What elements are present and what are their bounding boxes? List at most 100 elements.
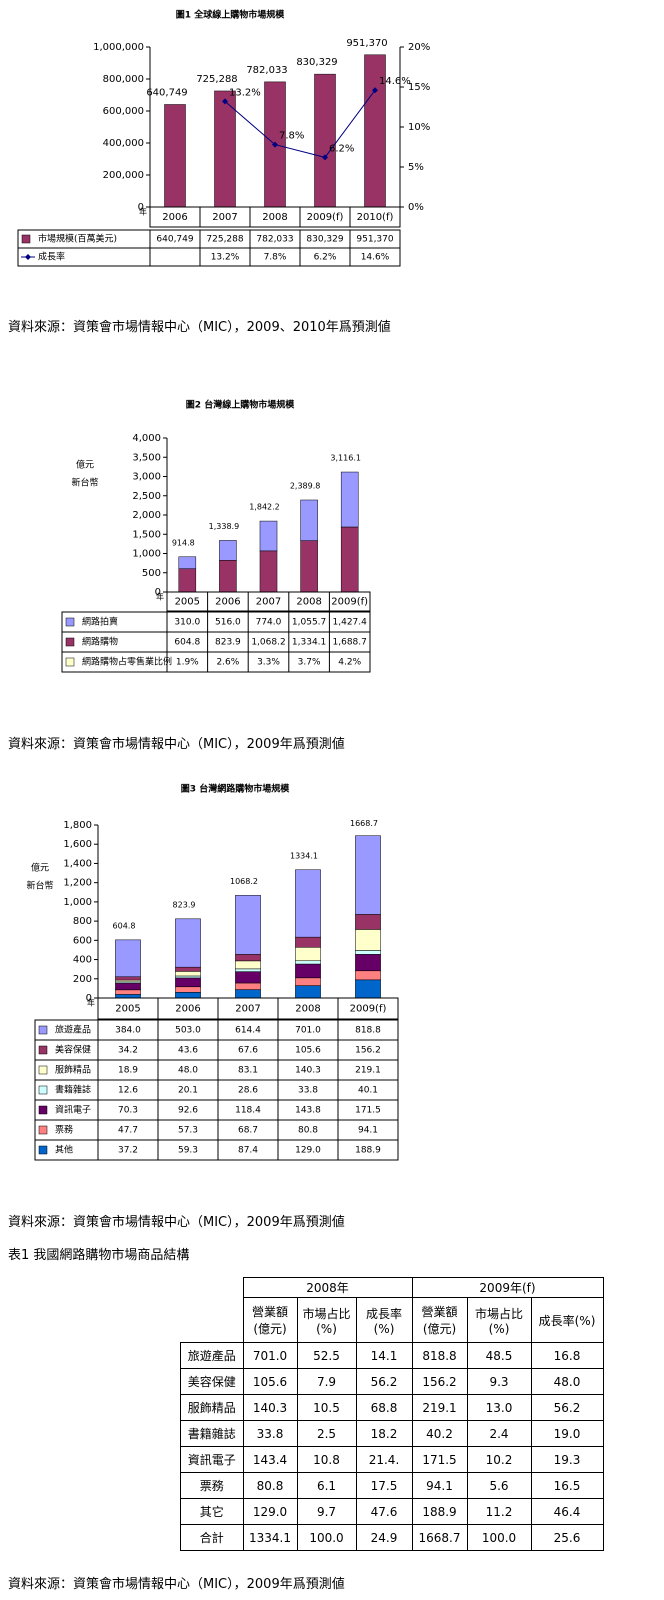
x-tick-label: 2006 [175,1004,200,1015]
column-header: 市場占比 (%) [466,1297,532,1343]
row-header: 服飾精品 [180,1394,244,1421]
table-value: 951,370 [356,235,393,245]
table-cell: 56.2 [530,1394,604,1421]
total-label: 1668.7 [350,819,378,828]
table-value: 13.2% [211,253,240,263]
table-value: 156.2 [355,1046,381,1056]
table-cell: 16.5 [530,1472,604,1499]
y-tick-label: 2,500 [132,491,161,502]
x-tick-label: 2008 [295,1004,320,1015]
y-tick-label: 800,000 [103,74,144,85]
table-value: 640,749 [156,235,193,245]
legend-swatch [38,1085,48,1095]
table-cell: 48.0 [530,1368,604,1395]
y-tick-label: 0 [155,587,161,598]
legend-label: 網路購物占零售業比例 [82,656,172,668]
table-row [17,247,401,267]
bar-segment [235,960,261,970]
table-value: 219.1 [355,1066,381,1076]
legend-swatch [38,1125,48,1135]
y-tick-label: 4,000 [132,433,161,444]
x-axis-label: 年 [87,998,95,1008]
table-cell: 13.0 [466,1394,532,1421]
table-value: 83.1 [238,1066,258,1076]
table-row [61,651,371,673]
table-cell: 68.8 [355,1394,413,1421]
table-cell: 2.4 [466,1420,532,1447]
total-label: 3,116.1 [330,454,361,463]
table-cell: 105.6 [242,1368,298,1395]
table-value: 18.9 [118,1066,138,1076]
bar-segment [295,960,321,965]
y2-tick-label: 0% [408,202,424,213]
table-cell: 188.9 [411,1498,468,1525]
y-tick-label: 600 [73,935,92,946]
table-value: 59.3 [178,1146,198,1156]
y-tick-label: 500 [142,568,161,579]
row-header: 旅遊產品 [180,1342,244,1369]
bar-segment [115,982,141,991]
table-row: 票務 80.8 6.1 17.5 94.1 5.6 16.5 [180,1472,604,1499]
data-label: 14.6% [379,76,411,87]
table-value: 818.8 [355,1026,381,1036]
table-value: 823.9 [215,638,241,648]
x-tick-label: 2009(f) [331,597,368,608]
legend-label: 其他 [55,1144,73,1156]
table-value: 80.8 [298,1126,318,1136]
bar-segment [295,985,321,999]
table-value: 12.6 [118,1086,138,1096]
group-header: 2009年(f) [411,1277,604,1298]
table-cell: 6.1 [296,1472,357,1499]
x-tick-label: 2009(f) [307,212,344,223]
bar-segment [235,989,261,999]
x-tick-label: 2010(f) [357,212,394,223]
data-label: 640,749 [146,87,187,98]
bar-segment [355,835,381,915]
table-value: 48.0 [178,1066,198,1076]
y-tick-label: 1,600 [63,839,92,850]
bar-segment [178,556,197,569]
group-row: 2008年 2009年(f) [180,1277,604,1343]
bar-segment [259,520,278,552]
legend-label: 網路購物 [82,636,118,648]
table-cell: 100.0 [466,1524,532,1551]
bar-segment [295,936,321,948]
table-value: 6.2% [314,253,337,263]
table-cell: 219.1 [411,1394,468,1421]
table-cell: 16.8 [530,1342,604,1369]
legend-swatch [38,1025,48,1035]
table-cell: 33.8 [242,1420,298,1447]
source-note: 資料來源：資策會市場情報中心（MIC），2009年爲預測値 [8,1577,345,1592]
total-label: 1334.1 [290,851,318,860]
table-value: 92.6 [178,1106,198,1116]
bar-segment [340,526,359,593]
line-marker [222,98,228,105]
table-cell: 818.8 [411,1342,468,1369]
line-marker [372,87,378,94]
table-cell: 48.5 [466,1342,532,1369]
bar-segment [235,954,261,962]
table-cell: 21.4. [355,1446,413,1473]
table-value: 1.9% [176,658,199,668]
bar [164,104,186,208]
y-tick-label: 1,800 [63,820,92,831]
legend-label: 旅遊產品 [55,1024,91,1036]
table-value: 129.0 [295,1146,321,1156]
bar-segment [259,550,278,593]
y-tick-label: 400 [73,955,92,966]
legend-label: 市場規模(百萬美元) [38,233,117,245]
table-row: 服飾精品 140.3 10.5 68.8 219.1 13.0 56.2 [180,1394,604,1421]
table-cell: 19.3 [530,1446,604,1473]
y-tick-label: 0 [86,993,92,1004]
table-value: 782,033 [256,235,293,245]
column-header: 成長率 (%) [355,1297,413,1343]
total-label: 823.9 [173,900,196,909]
table-value: 725,288 [206,235,243,245]
legend-swatch [38,1105,48,1115]
table-cell: 10.8 [296,1446,357,1473]
legend-label: 成長率 [38,251,65,263]
bar-segment [115,989,141,995]
bar-segment [219,560,237,593]
legend-marker [25,254,31,260]
y-axis-label: 億元 [76,459,94,471]
